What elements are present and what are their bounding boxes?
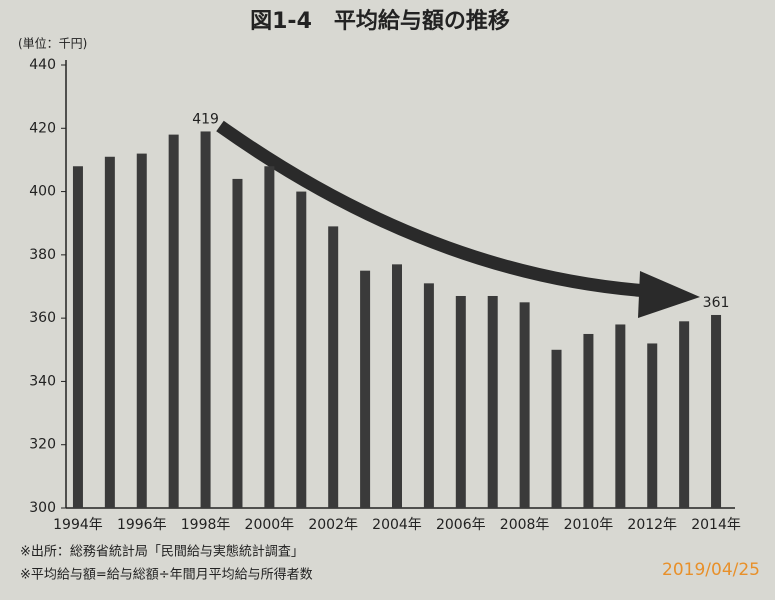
value-label: 361 — [703, 295, 730, 311]
x-tick-label: 2006年 — [436, 517, 486, 533]
bar — [200, 131, 211, 508]
bar — [487, 295, 498, 508]
y-tick-label: 380 — [29, 247, 56, 263]
bar — [232, 178, 243, 508]
trend-arrow — [216, 120, 649, 298]
bar — [551, 349, 562, 508]
bar — [328, 226, 339, 508]
bar — [647, 343, 658, 508]
date-stamp: 2019/04/25 — [662, 560, 760, 580]
chart-title: 図1-4 平均給与額の推移 — [250, 8, 510, 34]
x-tick-label: 2010年 — [564, 517, 614, 533]
bar — [72, 166, 83, 508]
bar — [360, 270, 371, 508]
bar — [136, 153, 147, 508]
bar — [519, 302, 530, 508]
x-tick-label: 2014年 — [691, 517, 741, 533]
x-tick-label: 2012年 — [627, 517, 677, 533]
value-label: 419 — [192, 111, 219, 127]
bar — [711, 314, 722, 508]
bar — [296, 191, 307, 509]
trend-arrowhead — [638, 271, 700, 318]
x-tick-label: 1998年 — [181, 517, 231, 533]
y-tick-label: 440 — [29, 57, 56, 73]
y-tick-label: 420 — [29, 120, 56, 136]
bar — [392, 264, 402, 508]
x-tick-label: 2000年 — [245, 517, 295, 533]
bar — [423, 283, 434, 508]
bar — [104, 156, 115, 508]
x-tick-label: 2004年 — [372, 517, 422, 533]
bar — [264, 166, 275, 508]
unit-label: (単位：千円) — [18, 36, 87, 51]
bar — [168, 134, 179, 508]
bar — [615, 324, 626, 508]
x-tick-label: 1994年 — [53, 517, 103, 533]
bar — [455, 295, 466, 508]
x-tick-label: 2008年 — [500, 517, 550, 533]
note: ※出所：総務省統計局「民間給与実態統計調査」 — [20, 544, 304, 560]
note: ※平均給与額=給与総額÷年間月平均給与所得者数 — [20, 567, 313, 583]
bar — [583, 333, 594, 508]
bar — [679, 321, 690, 508]
x-tick-label: 1996年 — [117, 517, 167, 533]
y-tick-label: 340 — [29, 373, 56, 389]
y-tick-label: 360 — [29, 310, 56, 326]
y-tick-label: 320 — [29, 437, 56, 453]
y-tick-label: 300 — [29, 500, 56, 516]
y-tick-label: 400 — [29, 184, 56, 200]
x-tick-label: 2002年 — [308, 517, 358, 533]
